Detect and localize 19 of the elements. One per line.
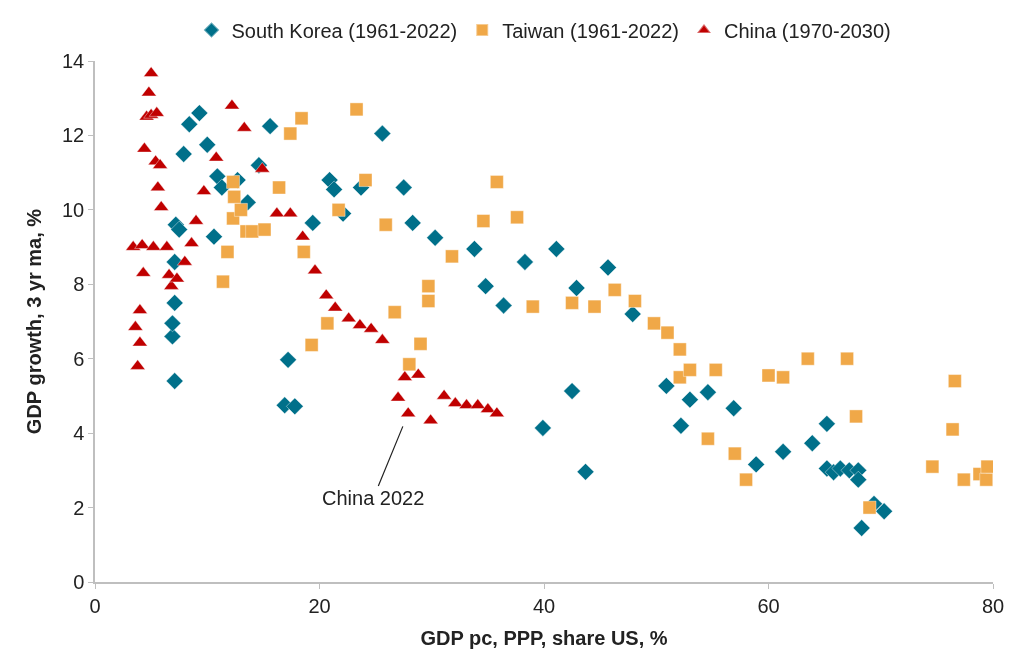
y-tick-label: 0 <box>73 571 85 593</box>
y-tick-label: 14 <box>62 50 85 72</box>
legend-label: Taiwan (1961-2022) <box>502 19 679 42</box>
x-tick-label: 60 <box>757 594 780 617</box>
x-tick-label: 0 <box>89 594 101 617</box>
y-tick-label: 10 <box>62 198 85 221</box>
annotation: China 2022 <box>322 487 425 509</box>
y-axis-title: GDP growth, 3 yr ma, % <box>23 208 45 435</box>
y-tick-label: 4 <box>73 422 85 445</box>
x-tick-label: 20 <box>308 594 331 617</box>
y-tick-label: 2 <box>73 496 85 519</box>
x-tick-label: 80 <box>981 594 1005 617</box>
legend-label: China (1970-2030) <box>724 19 891 42</box>
legend-label: South Korea (1961-2022) <box>231 19 458 42</box>
x-tick-label: 40 <box>532 594 556 617</box>
x-axis-title: GDP pc, PPP, share US, % <box>420 626 668 649</box>
y-tick-label: 8 <box>73 273 85 296</box>
y-tick-label: 6 <box>73 347 85 370</box>
y-tick-label: 12 <box>62 124 85 147</box>
